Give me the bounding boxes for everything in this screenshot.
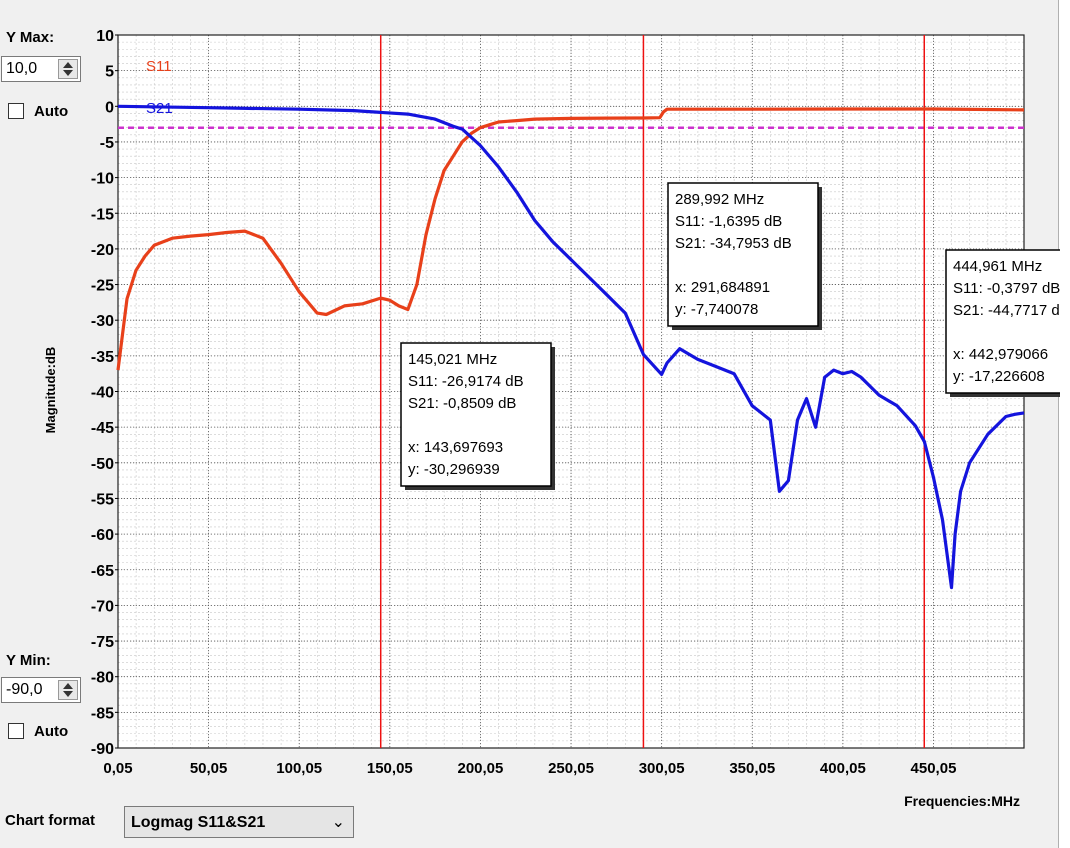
legend: S11 S21 [146,58,173,117]
marker-text: y: -17,226608 [953,368,1045,385]
x-tick-label: 150,05 [367,760,413,777]
tick-labels: 10 5 0 -5 -10 -15 -20 -25 -30 -35 -40 -45 -50 -55 -60 -… [91,28,957,777]
y-tick-label: -20 [91,242,114,259]
x-axis-label: Frequencies:MHz [904,793,1020,809]
marker-text: S11: -0,3797 dB [953,280,1060,297]
marker-boxes: 145,021 MHz S11: -26,9174 dB S21: -0,8509 … [400,182,1060,490]
marker-box-frame [400,342,552,487]
x-tick-label: 250,05 [548,760,594,777]
marker-box-2: 289,992 MHz S11: -1,6395 dB S21: -34,7953 … [667,182,822,330]
marker-text: 145,021 MHz [408,351,497,368]
y-axis-label: Magnitude:dB [43,347,58,434]
y-tick-label: -75 [91,634,114,651]
ymin-updown-icon[interactable] [58,680,78,700]
marker-box-frame [945,249,1060,394]
y-tick-label: 10 [96,28,114,45]
legend-s21: S21 [146,100,173,117]
axis-labels: Magnitude:dB Frequencies:MHz [43,347,1020,809]
marker-text: S11: -26,9174 dB [408,373,524,390]
marker-text: S11: -1,6395 dB [675,213,782,230]
y-tick-label: -45 [91,420,114,437]
ymin-auto-label: Auto [34,723,69,740]
marker-text: S21: -44,7717 dB [953,302,1060,319]
y-tick-label: -60 [91,527,114,544]
marker-text: x: 143,697693 [408,439,503,456]
x-tick-label: 350,05 [729,760,775,777]
y-tick-label: 0 [105,99,114,116]
y-tick-label: 5 [105,64,114,81]
legend-s11: S11 [146,58,172,75]
y-tick-label: -10 [91,171,114,188]
y-tick-label: -15 [91,206,114,223]
chart-grid [117,34,1025,749]
marker-text: 289,992 MHz [675,191,764,208]
ymax-auto-checkbox[interactable] [8,103,24,119]
y-tick-label: -70 [91,598,114,615]
x-tick-label: 0,05 [103,760,132,777]
y-tick-label: -90 [91,741,114,758]
y-tick-label: -5 [100,135,114,152]
marker-box-3: 444,961 MHz S11: -0,3797 dB S21: -44,7717 … [945,249,1060,397]
marker-text: y: -7,740078 [675,301,758,318]
ymax-spinner[interactable]: 10,0 [1,56,81,82]
ymin-value[interactable]: -90,0 [6,681,43,698]
chart-format-select[interactable]: Logmag S11&S21 ⌄ [124,806,354,838]
ymax-auto-label: Auto [34,103,69,120]
x-tick-label: 100,05 [276,760,322,777]
marker-text: x: 442,979066 [953,346,1048,363]
y-tick-label: -85 [91,705,114,722]
marker-text: 444,961 MHz [953,258,1042,275]
y-tick-label: -50 [91,456,114,473]
ymin-auto-checkbox[interactable] [8,723,24,739]
marker-box-1: 145,021 MHz S11: -26,9174 dB S21: -0,8509 … [400,342,555,490]
y-tick-label: -55 [91,491,114,508]
marker-text: S21: -34,7953 dB [675,235,792,252]
x-tick-label: 300,05 [639,760,685,777]
ymax-updown-icon[interactable] [58,59,78,79]
y-tick-label: -80 [91,670,114,687]
y-tick-label: -40 [91,385,114,402]
chevron-down-icon: ⌄ [331,814,345,831]
series-group [116,104,1025,590]
x-tick-label: 400,05 [820,760,866,777]
series-line-s11 [116,107,1025,371]
y-tick-label: -30 [91,313,114,330]
marker-text: S21: -0,8509 dB [408,395,516,412]
y-tick-label: -25 [91,278,114,295]
marker-text: y: -30,296939 [408,461,500,478]
y-tick-label: -35 [91,349,114,366]
series-line-s21 [117,104,1025,590]
ymax-label: Y Max: [6,29,55,46]
ymin-spinner[interactable]: -90,0 [1,677,81,703]
y-tick-label: -65 [91,563,114,580]
x-tick-label: 200,05 [457,760,503,777]
window-edge [1058,0,1070,848]
marker-lines [379,35,926,748]
marker-text: x: 291,684891 [675,279,770,296]
x-tick-label: 50,05 [190,760,228,777]
marker-box-frame [667,182,819,327]
chart-format-value: Logmag S11&S21 [131,814,266,831]
ymax-value[interactable]: 10,0 [6,60,38,77]
x-tick-label: 450,05 [911,760,957,777]
ymin-label: Y Min: [6,652,51,669]
chart-format-label: Chart format [5,812,96,829]
